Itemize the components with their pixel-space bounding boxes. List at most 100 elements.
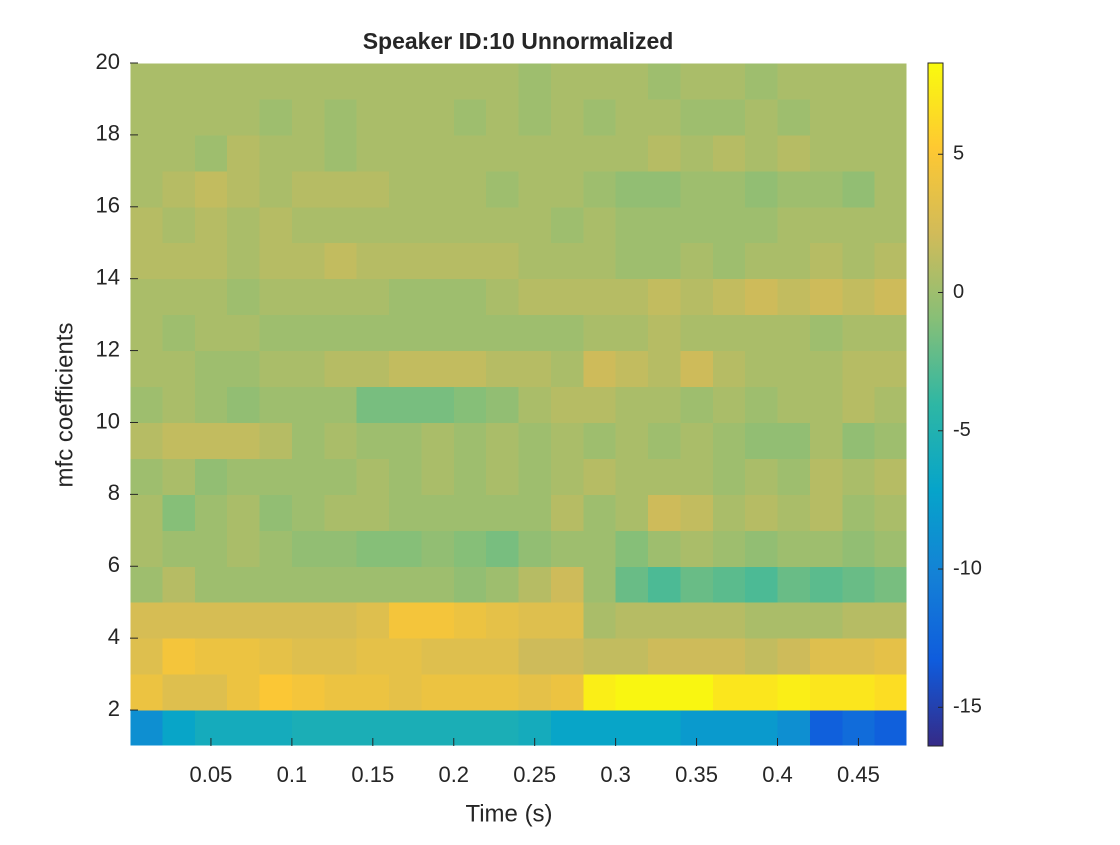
heatmap-cell <box>842 602 876 639</box>
heatmap-cell <box>680 170 714 208</box>
heatmap-cell <box>842 638 876 675</box>
heatmap-cell <box>162 422 196 459</box>
heatmap-cell <box>712 63 746 100</box>
heatmap-cell <box>162 206 196 244</box>
heatmap-cell <box>518 602 552 639</box>
heatmap-cell <box>777 134 811 172</box>
heatmap-cell <box>648 710 681 747</box>
heatmap-cell <box>745 278 778 316</box>
heatmap-cell <box>680 242 714 280</box>
heatmap-cell <box>291 350 325 388</box>
heatmap-cell <box>583 422 617 459</box>
y-tick-label: 12 <box>96 336 120 361</box>
heatmap-cell <box>874 134 908 172</box>
heatmap-cell <box>874 242 908 280</box>
heatmap-cell <box>356 170 390 208</box>
heatmap-cell <box>227 170 260 208</box>
heatmap-cell <box>389 170 422 208</box>
heatmap-cell <box>291 134 325 172</box>
heatmap-cell <box>809 63 843 100</box>
heatmap-cell <box>130 674 163 711</box>
heatmap-cell <box>777 530 811 567</box>
x-tick-label: 0.25 <box>513 762 556 787</box>
heatmap-cell <box>777 386 811 423</box>
heatmap-cell <box>583 242 617 280</box>
heatmap-cell <box>680 674 714 711</box>
heatmap-cell <box>227 494 260 531</box>
heatmap-cell <box>648 602 681 639</box>
x-tick-label: 0.05 <box>190 762 233 787</box>
heatmap-cell <box>227 638 260 675</box>
heatmap-cell <box>745 350 778 388</box>
heatmap-cell <box>777 674 811 711</box>
heatmap-cell <box>583 602 617 639</box>
heatmap-cell <box>356 386 390 423</box>
heatmap-cell <box>550 566 584 603</box>
heatmap-cell <box>583 98 617 136</box>
heatmap-cell <box>712 134 746 172</box>
heatmap-cell <box>648 170 681 208</box>
heatmap-cell <box>421 134 455 172</box>
x-tick-label: 0.2 <box>438 762 469 787</box>
heatmap-cell <box>874 98 908 136</box>
heatmap-cell <box>550 638 584 675</box>
heatmap-cell <box>291 710 325 747</box>
heatmap-cell <box>712 350 746 388</box>
heatmap-cell <box>162 350 196 388</box>
heatmap-cell <box>583 206 617 244</box>
colorbar-tick-label: -5 <box>953 419 971 441</box>
heatmap-cell <box>356 566 390 603</box>
heatmap-cell <box>615 386 649 423</box>
heatmap-cell <box>162 278 196 316</box>
heatmap-cell <box>680 63 714 100</box>
heatmap-cell <box>130 134 163 172</box>
heatmap-cell <box>615 566 649 603</box>
heatmap-cell <box>842 314 876 352</box>
heatmap-cell <box>874 63 908 100</box>
heatmap-cell <box>518 386 552 423</box>
heatmap-cell <box>550 602 584 639</box>
heatmap-cell <box>550 710 584 747</box>
heatmap-cell <box>777 422 811 459</box>
heatmap-cell <box>874 314 908 352</box>
heatmap-cell <box>583 350 617 388</box>
heatmap-cell <box>130 170 163 208</box>
heatmap-cell <box>356 242 390 280</box>
heatmap-cell <box>324 458 358 495</box>
heatmap-cell <box>194 638 228 675</box>
heatmap-cell <box>389 350 422 388</box>
heatmap-cell <box>712 494 746 531</box>
heatmap-cell <box>389 278 422 316</box>
heatmap-cell <box>324 170 358 208</box>
heatmap-cell <box>712 98 746 136</box>
heatmap-cell <box>421 602 455 639</box>
heatmap-cell <box>712 206 746 244</box>
heatmap-cell <box>648 674 681 711</box>
heatmap-cell <box>486 206 519 244</box>
heatmap-cell <box>809 206 843 244</box>
heatmap-cell <box>615 134 649 172</box>
heatmap-cell <box>453 63 487 100</box>
heatmap-cell <box>518 134 552 172</box>
heatmap-cell <box>842 494 876 531</box>
heatmap-cell <box>194 134 228 172</box>
heatmap-cell <box>874 602 908 639</box>
heatmap-cell <box>583 674 617 711</box>
heatmap-cell <box>194 422 228 459</box>
heatmap-cell <box>583 386 617 423</box>
heatmap-cell <box>680 458 714 495</box>
heatmap-cell <box>745 530 778 567</box>
heatmap-cell <box>291 63 325 100</box>
heatmap-cell <box>421 314 455 352</box>
heatmap-cell <box>712 530 746 567</box>
heatmap-cell <box>809 674 843 711</box>
heatmap-cell <box>291 242 325 280</box>
heatmap-cell <box>874 494 908 531</box>
heatmap-cell <box>291 98 325 136</box>
heatmap-cell <box>291 170 325 208</box>
heatmap-cell <box>356 422 390 459</box>
heatmap-cell <box>680 602 714 639</box>
heatmap-cell <box>259 206 293 244</box>
heatmap-cell <box>453 350 487 388</box>
heatmap-cell <box>486 494 519 531</box>
